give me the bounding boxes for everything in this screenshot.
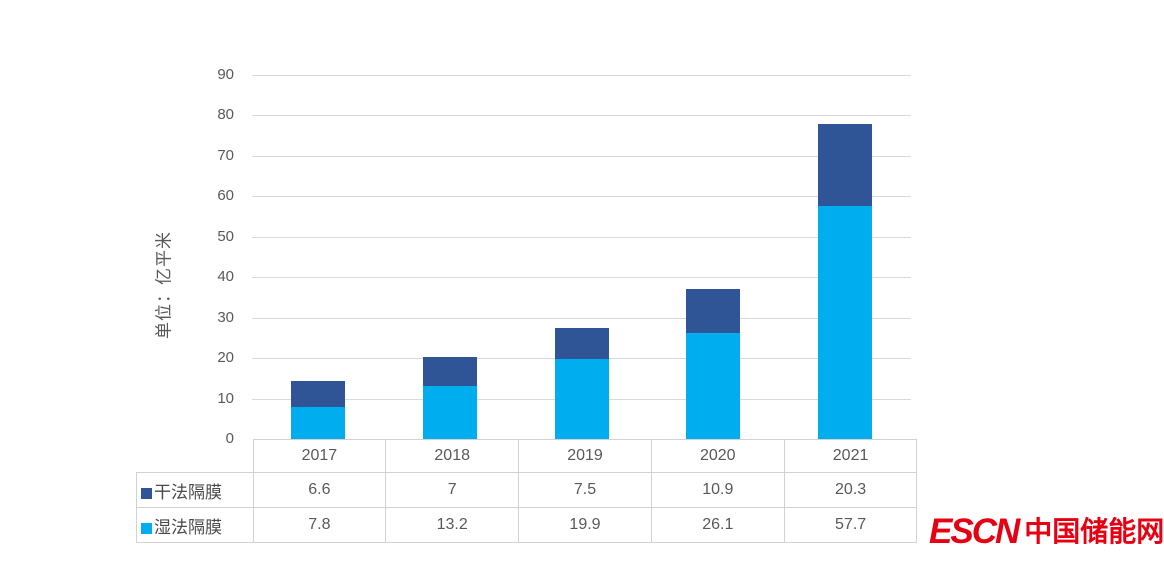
- gridline-50: [252, 236, 911, 238]
- column-header-2019: 2019: [518, 439, 652, 473]
- plot-area: [252, 75, 911, 439]
- escn-logo-chinese: 中国储能网: [1024, 516, 1164, 547]
- legend-label-湿法隔膜: 湿法隔膜: [136, 507, 254, 543]
- value-干法隔膜-2018: 7: [385, 472, 520, 508]
- value-干法隔膜-2017: 6.6: [252, 472, 387, 508]
- legend-label-干法隔膜: 干法隔膜: [136, 472, 254, 508]
- y-tick-label-80: 80: [217, 106, 234, 124]
- gridline-70: [252, 155, 911, 157]
- y-tick-label-0: 0: [225, 430, 234, 447]
- legend-text: 湿法隔膜: [154, 517, 222, 537]
- value-湿法隔膜-2020: 26.1: [650, 507, 785, 543]
- bar-segment-2019-干法隔膜: [554, 328, 609, 359]
- value-湿法隔膜-2017: 7.8: [252, 507, 387, 543]
- y-tick-label-50: 50: [217, 227, 234, 245]
- y-axis-tick-labels: 0 10 20 30 40 50 60 70 80 90: [190, 0, 234, 561]
- data-table: 2017 2018 2019 2020 2021 干法隔膜 6.6 7 7.5 10.9 20.3 湿…: [136, 439, 918, 543]
- y-tick-label-90: 90: [217, 66, 234, 83]
- value-湿法隔膜-2021: 57.7: [783, 507, 918, 543]
- bar-segment-2021-干法隔膜: [818, 123, 873, 206]
- bar-segment-2020-湿法隔膜: [686, 333, 741, 439]
- value-干法隔膜-2019: 7.5: [518, 472, 652, 508]
- column-header-2020: 2020: [650, 439, 785, 473]
- y-tick-label-40: 40: [217, 268, 234, 286]
- bar-segment-2017-干法隔膜: [290, 380, 345, 408]
- table-row-湿法隔膜: 湿法隔膜 7.8 13.2 19.9 26.1 57.7: [136, 507, 918, 543]
- column-header-2017: 2017: [252, 439, 387, 473]
- value-干法隔膜-2021: 20.3: [783, 472, 918, 508]
- bar-segment-2018-干法隔膜: [422, 357, 477, 386]
- gridline-80: [252, 115, 911, 117]
- legend-text: 干法隔膜: [154, 482, 222, 502]
- value-湿法隔膜-2018: 13.2: [385, 507, 520, 543]
- legend-swatch-湿法隔膜: [141, 522, 152, 534]
- gridline-40: [252, 277, 911, 279]
- column-header-2018: 2018: [385, 439, 520, 473]
- bar-segment-2019-湿法隔膜: [554, 358, 609, 439]
- gridline-90: [252, 75, 911, 76]
- y-tick-label-30: 30: [217, 308, 234, 326]
- y-tick-label-20: 20: [217, 349, 234, 367]
- table-header-row: 2017 2018 2019 2020 2021: [137, 439, 918, 473]
- bar-segment-2021-湿法隔膜: [818, 205, 873, 439]
- value-干法隔膜-2020: 10.9: [650, 472, 785, 508]
- y-tick-label-60: 60: [217, 187, 234, 205]
- bar-segment-2017-湿法隔膜: [290, 407, 345, 439]
- escn-logo-latin: ESCN: [929, 512, 1020, 551]
- value-湿法隔膜-2019: 19.9: [518, 507, 652, 543]
- bar-segment-2020-干法隔膜: [686, 289, 741, 334]
- gridline-60: [252, 196, 911, 198]
- escn-logo: ESCN 中国储能网: [929, 510, 1164, 552]
- table-row-干法隔膜: 干法隔膜 6.6 7 7.5 10.9 20.3: [136, 472, 918, 508]
- legend-swatch-干法隔膜: [141, 487, 152, 499]
- y-tick-label-70: 70: [217, 146, 234, 164]
- y-tick-label-10: 10: [217, 389, 234, 407]
- column-header-2021: 2021: [783, 439, 918, 473]
- y-axis-title: 单位：亿平米: [154, 231, 174, 339]
- table-corner-cell: [137, 440, 254, 473]
- bar-segment-2018-湿法隔膜: [422, 385, 477, 439]
- gridline-30: [252, 317, 911, 319]
